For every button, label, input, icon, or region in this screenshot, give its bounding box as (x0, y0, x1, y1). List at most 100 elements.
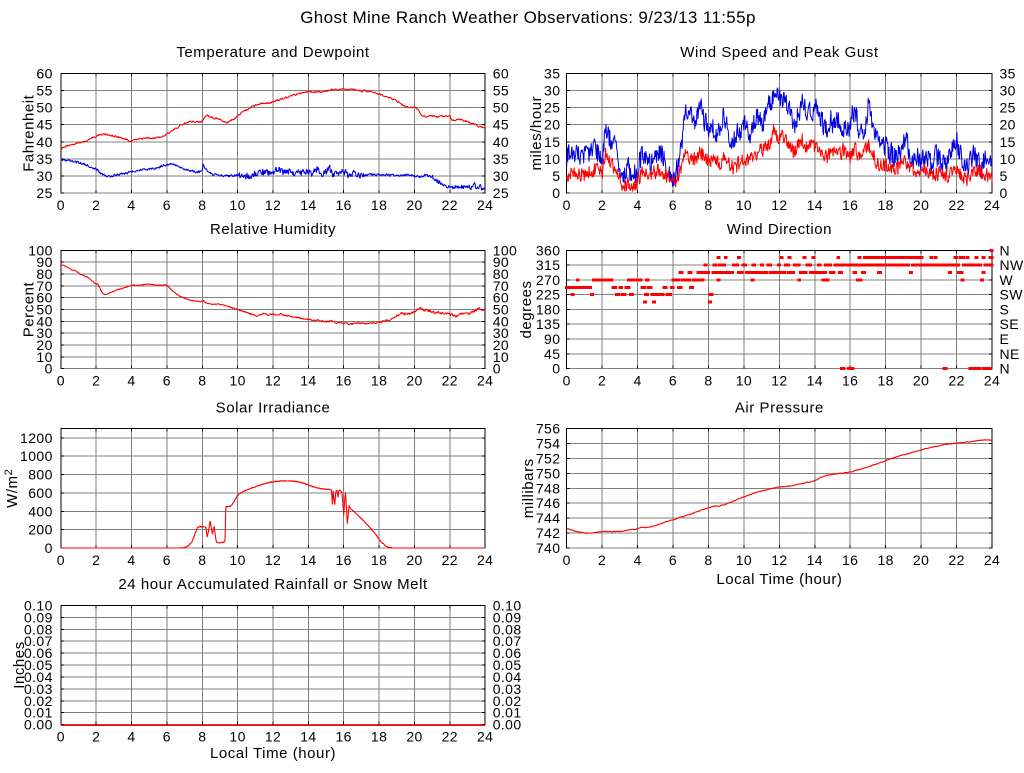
svg-text:0: 0 (563, 373, 571, 389)
svg-text:225: 225 (536, 287, 561, 303)
svg-text:18: 18 (878, 373, 894, 389)
svg-text:Wind Direction: Wind Direction (727, 221, 832, 238)
svg-text:0: 0 (57, 373, 65, 389)
svg-text:4: 4 (634, 552, 642, 568)
svg-text:0.10: 0.10 (493, 598, 522, 614)
svg-text:Local Time (hour): Local Time (hour) (716, 571, 842, 588)
svg-text:10: 10 (1000, 151, 1016, 167)
svg-text:45: 45 (36, 117, 52, 133)
svg-text:4: 4 (127, 373, 135, 389)
svg-text:754: 754 (536, 436, 561, 452)
svg-text:400: 400 (28, 503, 53, 519)
svg-text:315: 315 (536, 257, 561, 273)
svg-text:30: 30 (544, 83, 560, 99)
svg-text:18: 18 (878, 197, 894, 213)
svg-text:742: 742 (536, 525, 561, 541)
svg-text:24 hour Accumulated Rainfall o: 24 hour Accumulated Rainfall or Snow Mel… (118, 576, 428, 593)
svg-text:8: 8 (198, 197, 206, 213)
svg-text:756: 756 (536, 421, 561, 437)
svg-text:10: 10 (544, 151, 560, 167)
svg-text:degrees: degrees (518, 280, 535, 338)
svg-text:18: 18 (371, 729, 387, 745)
svg-text:752: 752 (536, 451, 561, 467)
svg-text:750: 750 (536, 465, 561, 481)
svg-text:24: 24 (477, 197, 493, 213)
svg-text:360: 360 (536, 242, 561, 258)
svg-text:20: 20 (406, 729, 422, 745)
svg-text:Air Pressure: Air Pressure (735, 399, 824, 416)
svg-text:35: 35 (493, 151, 509, 167)
svg-text:1200: 1200 (20, 430, 53, 446)
svg-text:0: 0 (57, 197, 65, 213)
svg-text:24: 24 (477, 552, 493, 568)
svg-text:16: 16 (842, 373, 858, 389)
svg-text:20: 20 (913, 373, 929, 389)
svg-text:30: 30 (36, 168, 52, 184)
svg-text:12: 12 (771, 373, 787, 389)
svg-text:Inches: Inches (11, 641, 28, 689)
svg-text:2: 2 (598, 552, 606, 568)
svg-text:16: 16 (336, 729, 352, 745)
svg-text:24: 24 (477, 373, 493, 389)
svg-text:30: 30 (493, 168, 509, 184)
svg-text:18: 18 (371, 197, 387, 213)
svg-text:16: 16 (842, 552, 858, 568)
svg-text:10: 10 (229, 552, 245, 568)
svg-text:270: 270 (536, 272, 561, 288)
svg-text:50: 50 (493, 100, 509, 116)
svg-text:14: 14 (300, 373, 316, 389)
svg-text:12: 12 (771, 552, 787, 568)
svg-text:100: 100 (28, 242, 53, 258)
svg-text:24: 24 (477, 729, 493, 745)
svg-text:35: 35 (544, 65, 560, 81)
svg-text:20: 20 (913, 552, 929, 568)
svg-text:180: 180 (536, 301, 561, 317)
svg-text:16: 16 (336, 197, 352, 213)
svg-text:2: 2 (92, 197, 100, 213)
svg-text:2: 2 (92, 552, 100, 568)
svg-text:22: 22 (442, 373, 458, 389)
svg-text:10: 10 (736, 373, 752, 389)
svg-text:746: 746 (536, 495, 561, 511)
svg-text:E: E (1000, 331, 1010, 347)
svg-text:14: 14 (300, 197, 316, 213)
svg-text:0: 0 (563, 197, 571, 213)
svg-text:135: 135 (536, 316, 561, 332)
svg-text:0: 0 (563, 552, 571, 568)
svg-text:8: 8 (704, 197, 712, 213)
svg-text:N: N (1000, 242, 1011, 258)
svg-text:45: 45 (493, 117, 509, 133)
svg-text:6: 6 (669, 373, 677, 389)
svg-text:22: 22 (442, 552, 458, 568)
svg-text:748: 748 (536, 480, 561, 496)
svg-text:40: 40 (493, 134, 509, 150)
svg-text:10: 10 (229, 197, 245, 213)
svg-text:miles/hour: miles/hour (528, 96, 545, 171)
svg-text:35: 35 (1000, 65, 1016, 81)
svg-text:90: 90 (544, 331, 560, 347)
svg-text:12: 12 (265, 552, 281, 568)
svg-text:5: 5 (1000, 168, 1008, 184)
svg-text:55: 55 (493, 83, 509, 99)
svg-text:14: 14 (300, 729, 316, 745)
svg-text:8: 8 (198, 373, 206, 389)
svg-text:16: 16 (336, 373, 352, 389)
svg-text:25: 25 (544, 100, 560, 116)
svg-text:0: 0 (552, 185, 560, 201)
svg-text:24: 24 (984, 197, 1000, 213)
svg-text:22: 22 (442, 197, 458, 213)
svg-text:14: 14 (807, 552, 823, 568)
svg-text:N: N (1000, 361, 1011, 377)
svg-text:45: 45 (544, 346, 560, 362)
svg-text:60: 60 (36, 65, 52, 81)
svg-text:2: 2 (598, 197, 606, 213)
svg-text:8: 8 (198, 729, 206, 745)
svg-text:22: 22 (948, 197, 964, 213)
svg-text:Local Time (hour): Local Time (hour) (210, 745, 336, 762)
svg-text:8: 8 (198, 552, 206, 568)
svg-text:W: W (1000, 272, 1014, 288)
svg-text:6: 6 (163, 373, 171, 389)
svg-text:10: 10 (736, 552, 752, 568)
svg-text:20: 20 (406, 197, 422, 213)
svg-text:SW: SW (1000, 287, 1024, 303)
